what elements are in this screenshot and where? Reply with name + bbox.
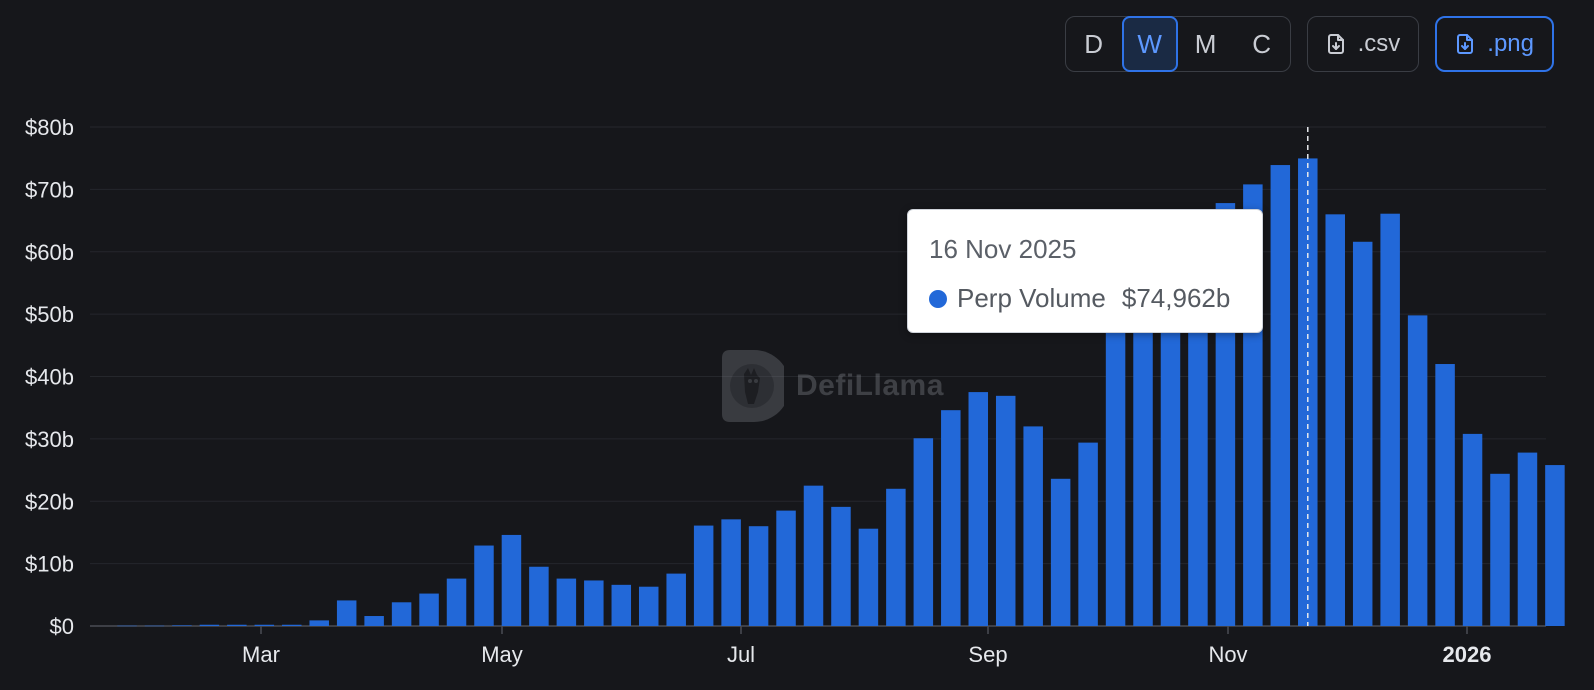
bar[interactable] xyxy=(419,593,439,626)
bar[interactable] xyxy=(1490,473,1510,626)
file-download-icon xyxy=(1327,34,1344,54)
bar[interactable] xyxy=(474,545,494,626)
y-tick-label: $30b xyxy=(25,427,74,452)
defillama-watermark: DefiLlama xyxy=(714,348,944,424)
tooltip-row: Perp Volume $74,962b xyxy=(929,283,1242,314)
bar[interactable] xyxy=(666,573,686,626)
bar[interactable] xyxy=(1435,364,1455,626)
bar[interactable] xyxy=(721,519,741,626)
llama-logo-icon xyxy=(722,350,784,422)
bar[interactable] xyxy=(199,624,220,626)
x-tick-label: Sep xyxy=(968,642,1007,667)
bar[interactable] xyxy=(364,616,384,626)
bar[interactable] xyxy=(172,625,192,626)
y-tick-label: $70b xyxy=(25,177,74,202)
x-tick-label: 2026 xyxy=(1443,642,1492,667)
bar[interactable] xyxy=(117,625,137,627)
tooltip-date: 16 Nov 2025 xyxy=(929,234,1077,264)
bar[interactable] xyxy=(391,602,412,626)
bar[interactable] xyxy=(1545,465,1565,626)
bar[interactable] xyxy=(227,624,247,626)
bar[interactable] xyxy=(1023,426,1043,626)
x-tick-label: May xyxy=(481,642,523,667)
bar[interactable] xyxy=(1325,214,1345,626)
granularity-cumulative-button[interactable]: C xyxy=(1252,28,1271,59)
x-tick-label: Jul xyxy=(727,642,755,667)
download-png-button[interactable]: .png xyxy=(1435,16,1554,72)
bar[interactable] xyxy=(1188,270,1208,626)
bar[interactable] xyxy=(858,528,879,626)
bar[interactable] xyxy=(776,510,796,626)
bar[interactable] xyxy=(611,584,632,626)
download-csv-button[interactable]: .csv xyxy=(1306,16,1420,72)
bar[interactable] xyxy=(968,392,989,626)
bar[interactable] xyxy=(1133,314,1153,626)
granularity-selector: D W M C xyxy=(1064,16,1291,72)
bar[interactable] xyxy=(556,578,577,626)
bar[interactable] xyxy=(254,624,275,626)
bar[interactable] xyxy=(1462,433,1483,626)
bar[interactable] xyxy=(886,488,906,626)
bar[interactable] xyxy=(144,625,165,627)
x-tick-label: Nov xyxy=(1208,642,1247,667)
bar[interactable] xyxy=(1105,317,1126,626)
tooltip-series-name: Perp Volume xyxy=(957,283,1106,313)
bar[interactable] xyxy=(693,525,714,626)
bar[interactable] xyxy=(803,485,824,626)
y-tick-label: $20b xyxy=(25,489,74,514)
x-axis: Mar May Jul Sep Nov 2026 xyxy=(242,626,1491,667)
bar[interactable] xyxy=(1407,315,1428,626)
y-tick-label: $0 xyxy=(50,614,74,639)
bar[interactable] xyxy=(282,624,302,626)
bar[interactable] xyxy=(529,566,549,626)
y-tick-label: $80b xyxy=(25,115,74,140)
bar[interactable] xyxy=(309,620,329,626)
bar[interactable] xyxy=(1160,301,1181,626)
x-tick-label: Mar xyxy=(242,642,280,667)
bar[interactable] xyxy=(501,534,522,626)
bar[interactable] xyxy=(1078,442,1098,626)
granularity-daily-button[interactable]: D xyxy=(1084,28,1103,59)
bar[interactable] xyxy=(1517,452,1538,626)
granularity-weekly-button[interactable]: W xyxy=(1121,16,1178,72)
bar[interactable] xyxy=(1352,241,1373,626)
bar[interactable] xyxy=(941,410,961,626)
chart-toolbar: D W M C .csv .png xyxy=(1064,16,1554,72)
y-tick-label: $60b xyxy=(25,240,74,265)
bar[interactable] xyxy=(913,438,934,626)
y-tick-label: $50b xyxy=(25,302,74,327)
chart-tooltip: 16 Nov 2025 Perp Volume $74,962b xyxy=(907,209,1263,333)
bar[interactable] xyxy=(336,600,357,626)
bar[interactable] xyxy=(831,506,851,626)
y-tick-label: $10b xyxy=(25,552,74,577)
tooltip-series-value: $74,962b xyxy=(1121,283,1231,313)
bar[interactable] xyxy=(995,395,1016,626)
series-color-dot xyxy=(929,289,947,308)
watermark-text: DefiLlama xyxy=(796,369,944,402)
file-download-icon xyxy=(1457,34,1474,54)
y-axis: $0 $10b $20b $30b $40b $50b $60b $70b $80b xyxy=(25,115,74,639)
bar[interactable] xyxy=(748,526,769,626)
bar[interactable] xyxy=(446,578,467,626)
granularity-monthly-button[interactable]: M xyxy=(1194,28,1217,59)
png-label: .png xyxy=(1487,30,1534,57)
y-tick-label: $40b xyxy=(25,365,74,390)
bar[interactable] xyxy=(1050,478,1071,626)
bar[interactable] xyxy=(638,586,659,626)
bar[interactable] xyxy=(1270,165,1291,626)
bar[interactable] xyxy=(584,580,604,626)
csv-label: .csv xyxy=(1357,30,1401,57)
bar[interactable] xyxy=(1380,213,1400,627)
